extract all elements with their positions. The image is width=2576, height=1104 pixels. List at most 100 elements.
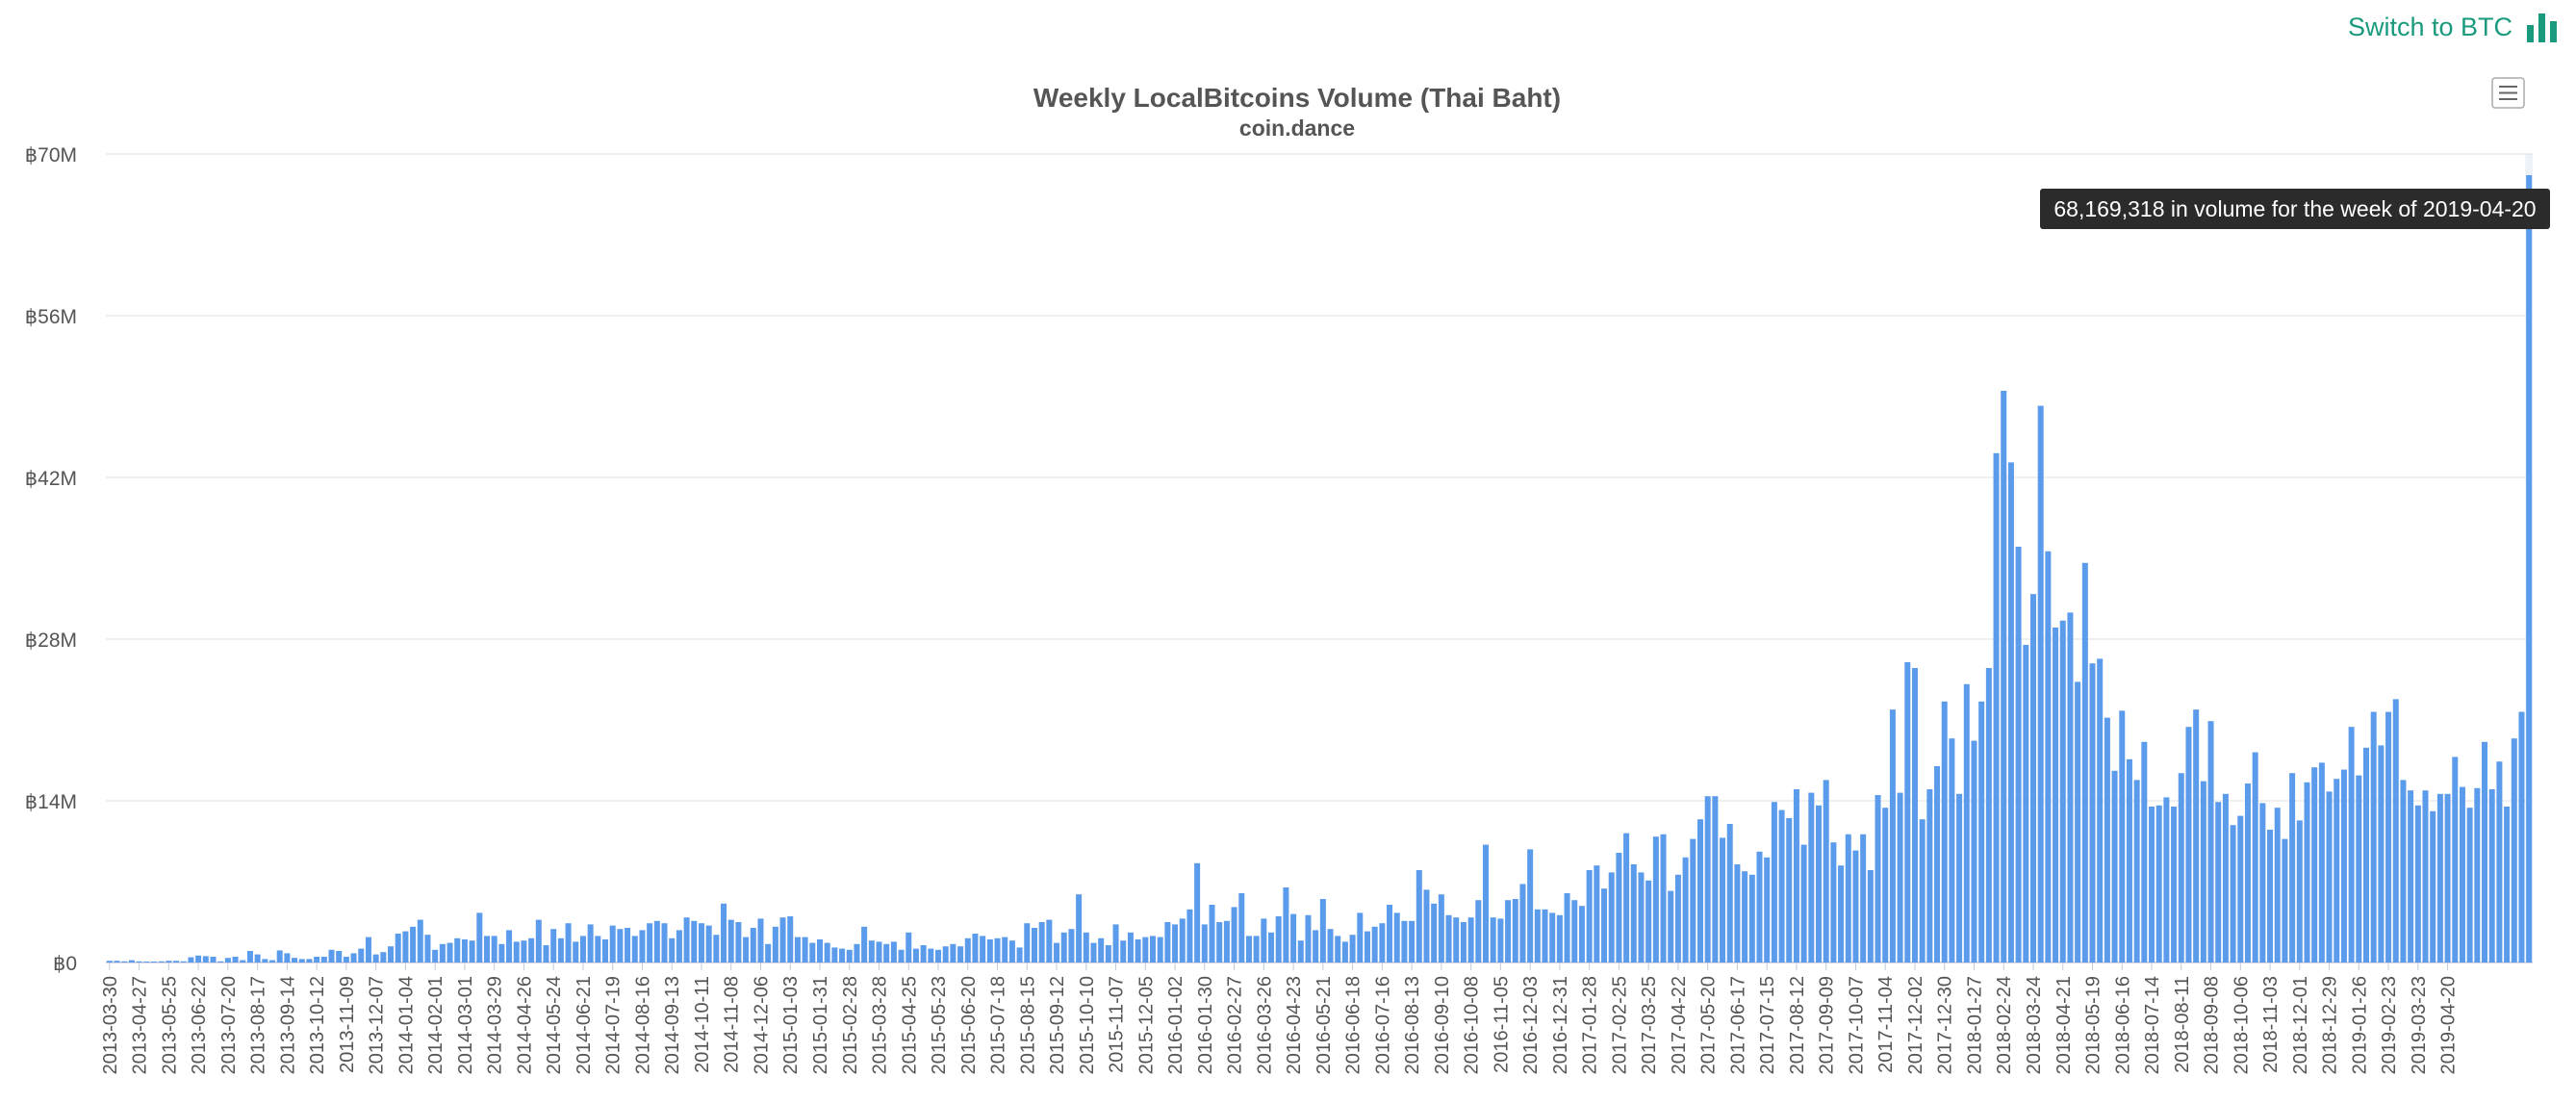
bar[interactable] [631,936,638,963]
bar[interactable] [306,959,313,963]
bar[interactable] [1245,936,1252,963]
bar[interactable] [802,937,808,963]
bar[interactable] [986,939,993,963]
bar[interactable] [1172,924,1179,963]
bar[interactable] [2496,761,2503,963]
bar[interactable] [750,928,756,963]
bar[interactable] [491,936,497,963]
bar[interactable] [217,961,224,963]
bar[interactable] [691,920,698,963]
bar[interactable] [320,957,327,963]
bar[interactable] [1756,851,1763,963]
bar[interactable] [1135,939,1141,963]
bar[interactable] [935,949,942,963]
bar[interactable] [1060,932,1067,963]
bar[interactable] [1971,740,1977,963]
bar[interactable] [625,928,631,963]
bar[interactable] [1216,922,1223,963]
bar[interactable] [2097,658,2104,963]
bar[interactable] [1201,924,1208,963]
bar[interactable] [1238,893,1245,963]
bar[interactable] [1800,844,1807,963]
bar[interactable] [461,939,468,963]
bar[interactable] [1985,668,1992,963]
bar[interactable] [2392,699,2399,963]
bar[interactable] [2126,758,2132,963]
bar[interactable] [573,941,579,963]
bar[interactable] [1105,945,1111,963]
bar[interactable] [2119,710,2126,963]
bar[interactable] [1830,842,1837,963]
bar[interactable] [2015,547,2022,963]
bar[interactable] [1838,865,1845,963]
bar[interactable] [240,960,246,963]
bar[interactable] [1349,935,1356,963]
bar[interactable] [1542,909,1548,963]
bar[interactable] [1845,834,1851,963]
bar[interactable] [1127,932,1134,963]
bar[interactable] [1445,914,1452,963]
bar[interactable] [2370,711,2377,963]
bar[interactable] [698,923,704,963]
bar[interactable] [2378,745,2385,963]
bar[interactable] [950,943,956,963]
bar[interactable] [1882,808,1889,963]
bar[interactable] [743,937,750,963]
bar[interactable] [705,925,712,963]
bar[interactable] [195,955,202,963]
bar[interactable] [2274,808,2281,963]
bar[interactable] [1512,899,1518,963]
bar[interactable] [2340,769,2347,963]
bar[interactable] [669,937,676,963]
bar[interactable] [2007,462,2014,963]
bar[interactable] [1016,947,1023,963]
bar[interactable] [1031,928,1037,963]
bar[interactable] [380,952,387,963]
bar[interactable] [1934,766,1941,963]
bar[interactable] [1483,844,1489,963]
bar[interactable] [1608,872,1615,963]
bar[interactable] [254,954,261,963]
bar[interactable] [1253,936,1260,963]
bar[interactable] [2155,805,2162,963]
bar[interactable] [2459,786,2465,963]
bar[interactable] [1534,909,1541,963]
bar[interactable] [314,957,320,963]
bar[interactable] [1416,870,1422,963]
bar[interactable] [173,961,180,963]
bar[interactable] [2200,781,2206,963]
bar[interactable] [1364,931,1370,963]
bar[interactable] [2230,825,2236,963]
bar[interactable] [1564,893,1570,963]
bar[interactable] [328,949,335,963]
bar[interactable] [1652,836,1659,963]
bar[interactable] [1919,819,1926,963]
bar[interactable] [1098,937,1105,963]
bar[interactable] [2356,775,2362,963]
bar[interactable] [1720,837,1726,963]
bar[interactable] [298,959,305,963]
bar[interactable] [1090,942,1097,963]
bar[interactable] [535,919,542,963]
bar[interactable] [150,962,157,963]
bar[interactable] [861,926,868,963]
bar[interactable] [2001,391,2007,963]
bar[interactable] [1438,894,1444,963]
bar[interactable] [388,946,395,963]
bar[interactable] [1823,780,1829,963]
bar[interactable] [1748,874,1755,963]
bar[interactable] [158,961,165,963]
bar[interactable] [498,943,505,963]
bar[interactable] [1387,905,1393,963]
bar[interactable] [1712,796,1719,963]
bar[interactable] [920,945,927,963]
bar[interactable] [2422,790,2429,963]
bar[interactable] [609,925,616,963]
bar[interactable] [565,923,572,963]
bar[interactable] [1179,918,1186,963]
bar[interactable] [779,917,786,963]
bar[interactable] [1423,889,1430,963]
bar[interactable] [513,941,520,963]
bar[interactable] [772,926,778,963]
bar[interactable] [1963,683,1970,963]
